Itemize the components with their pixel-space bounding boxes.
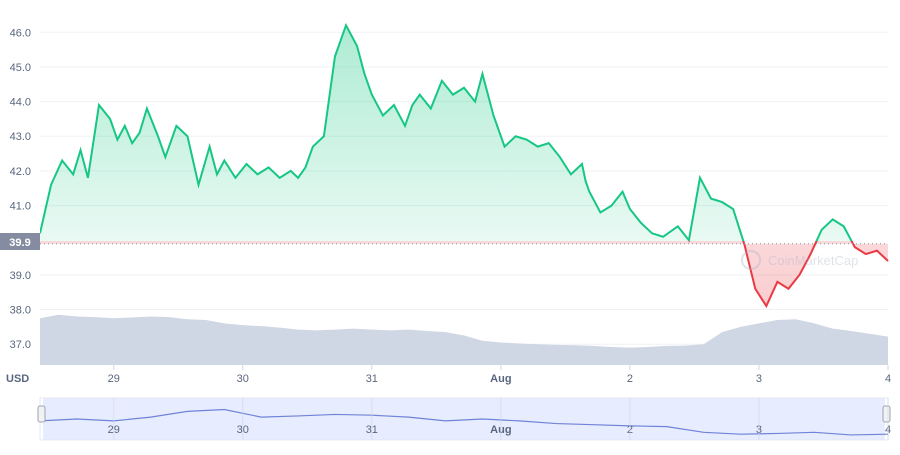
price-area <box>40 22 889 309</box>
price-line-above <box>40 22 853 241</box>
y-tick-label: 45.0 <box>10 62 31 74</box>
navigator-left-handle[interactable] <box>37 405 46 423</box>
x-axis: 29 30 31 Aug 2 3 4 <box>108 365 891 385</box>
price-area-below <box>40 241 888 307</box>
y-tick-label: 46.0 <box>10 27 31 39</box>
x-tick-label: 29 <box>108 373 120 385</box>
price-area-above <box>40 25 852 241</box>
x-tick-label: 31 <box>366 373 378 385</box>
x-tick-label: 3 <box>756 373 762 385</box>
x-tick-label: Aug <box>490 373 511 385</box>
current-price-label: 39.9 <box>9 237 30 249</box>
y-tick-label: 38.0 <box>10 305 31 317</box>
y-tick-label: 39.0 <box>10 270 31 282</box>
y-tick-label: 41.0 <box>10 201 31 213</box>
navigator-line <box>39 408 889 436</box>
x-tick-label: 2 <box>627 373 633 385</box>
y-tick-label: 43.0 <box>10 131 31 143</box>
current-price-badge: 39.9 <box>0 233 40 250</box>
y-tick-label: 42.0 <box>10 166 31 178</box>
x-tick-label: 30 <box>237 373 249 385</box>
watermark-text: CoinMarketCap <box>768 253 858 268</box>
volume-area <box>40 314 888 365</box>
navigator-selection[interactable] <box>43 398 885 440</box>
y-tick-label: 37.0 <box>10 339 31 351</box>
watermark-logo: CoinMarketCap <box>741 250 858 270</box>
navigator-series-line <box>39 408 889 436</box>
y-axis: 46.0 45.0 44.0 43.0 42.0 41.0 39.0 38.0 37.0 <box>10 27 31 351</box>
currency-label: USD <box>6 373 29 385</box>
volume-fill <box>40 314 888 365</box>
navigator-right-handle[interactable] <box>882 405 891 423</box>
x-tick-label: 4 <box>885 373 891 385</box>
y-tick-label: 44.0 <box>10 97 31 109</box>
